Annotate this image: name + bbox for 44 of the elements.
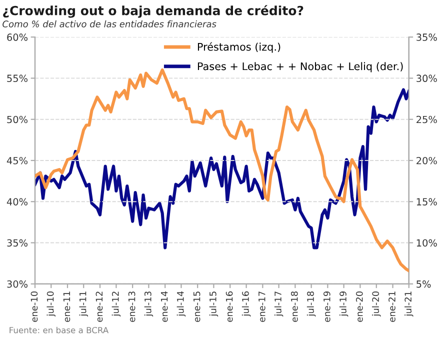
- y2-tick-label: 30%: [416, 74, 437, 82]
- legend-label: Pases + Lebac + + Nobac + Leliq (der.): [198, 62, 403, 72]
- x-tick-label: jul-11: [79, 292, 88, 316]
- x-tick-label: ene-13: [128, 292, 136, 322]
- y-tick-label: 30%: [7, 280, 28, 288]
- x-tick-label: ene-18: [290, 291, 298, 322]
- x-tick-label: jul-10: [46, 291, 56, 316]
- x-tick-label: ene-11: [63, 292, 70, 322]
- legend-label: Préstamos (izq.): [198, 42, 280, 53]
- y2-tick-label: 25%: [416, 116, 437, 124]
- chart-title: ¿Crowding out o baja demanda de crédito?: [3, 5, 304, 18]
- x-tick-label: jul-20: [372, 291, 381, 316]
- line-series: [34, 88, 409, 250]
- x-tick-label: jul-15: [209, 292, 218, 316]
- y2-tick-label: 35%: [416, 34, 437, 41]
- y-tick-label: 35%: [7, 239, 28, 247]
- x-tick-label: ene-14: [161, 291, 168, 322]
- x-tick-label: jul-19: [339, 291, 348, 316]
- y2-tick-label: 15%: [416, 198, 437, 206]
- x-tick-label: jul-18: [306, 291, 316, 316]
- y2-tick-label: 20%: [416, 156, 437, 164]
- x-tick-label: ene-16: [226, 291, 233, 322]
- y-tick-label: 50%: [7, 116, 28, 124]
- x-tick-label: ene-12: [96, 292, 103, 322]
- x-tick-label: jul-14: [176, 291, 186, 316]
- x-tick-label: jul-16: [242, 291, 251, 316]
- x-tick-label: ene-17: [258, 292, 266, 322]
- y-tick-label: 40%: [6, 198, 28, 206]
- y-tick-label: 45%: [6, 156, 28, 164]
- x-tick-label: ene-20: [356, 291, 363, 322]
- source-note: Fuente: en base a BCRA: [10, 326, 109, 334]
- y2-tick-label: 5%: [416, 280, 431, 288]
- y-tick-label: 55%: [7, 74, 28, 82]
- x-tick-label: ene-15: [194, 292, 200, 322]
- x-tick-label: jul-21: [404, 292, 414, 316]
- x-tick-label: ene-19: [323, 291, 330, 322]
- y-tick-label: 60%: [7, 34, 28, 41]
- x-tick-label: ene-21: [388, 292, 396, 322]
- x-tick-label: jul-17: [274, 292, 284, 316]
- y2-tick-label: 10%: [416, 239, 437, 247]
- chart-subtitle: Como % del activo de las entidades financieras: [2, 20, 216, 28]
- x-tick-label: jul-12: [112, 292, 121, 316]
- x-tick-label: jul-13: [144, 292, 154, 316]
- x-tick-label: ene-10: [30, 291, 38, 322]
